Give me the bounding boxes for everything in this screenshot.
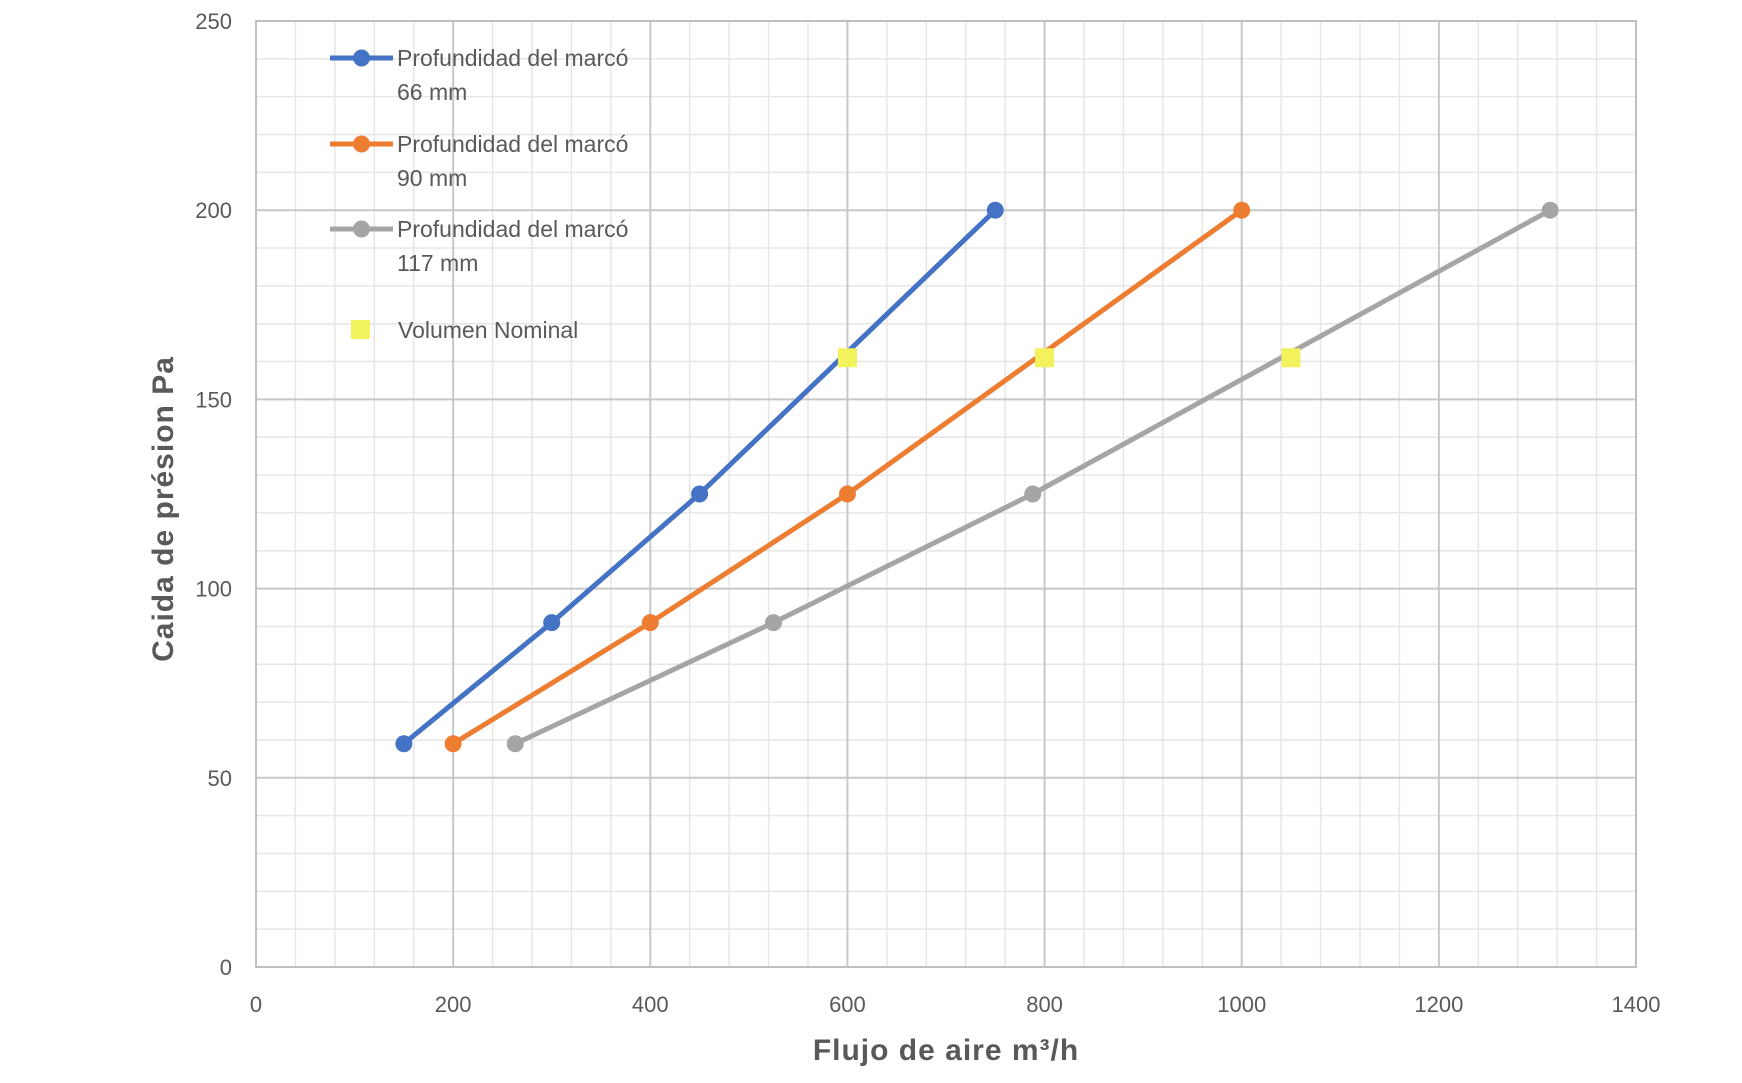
legend-label-2-line1: Profundidad del marcó [397,131,628,157]
series-1-point [395,735,413,753]
series-3-point [506,735,524,753]
legend-marker-2 [353,135,370,153]
legend-marker-1 [353,49,370,67]
x-tick-label: 1000 [1217,992,1266,1017]
y-tick-label: 150 [195,387,232,412]
series-2-point [641,614,659,632]
x-tick-label: 200 [435,992,472,1017]
legend: Profundidad del marcó 66 mm Profundidad de… [330,45,628,343]
nominal-volume-point [837,348,857,368]
y-tick-label: 250 [195,9,232,34]
legend-label-3-line2: 117 mm [397,250,478,276]
series-2-point [1233,201,1251,219]
y-axis-title: Caida de présion Pa [147,356,180,662]
x-axis-ticks: 0 200 400 600 800 1000 1200 1400 [250,992,1661,1017]
legend-marker-3 [353,220,370,238]
legend-label-nominal: Volumen Nominal [398,317,578,343]
legend-label-3-line1: Profundidad del marcó [397,216,628,242]
series-markers [395,201,1559,753]
series-1-point [986,201,1004,219]
y-tick-label: 0 [220,955,232,980]
x-tick-label: 800 [1026,992,1063,1017]
nominal-volume-markers [837,348,1301,368]
x-axis-title: Flujo de aire m³/h [813,1034,1079,1067]
nominal-volume-point [1035,348,1055,368]
series-1-point [691,485,709,503]
minor-gridlines [255,20,1637,968]
series-2-point [444,735,462,753]
series-2-point [838,485,856,503]
major-gridlines [255,20,1637,968]
series-1-point [543,614,561,632]
x-tick-label: 1400 [1612,992,1661,1017]
plot-area-frame [255,20,1637,968]
x-tick-label: 600 [829,992,866,1017]
legend-label-2-line2: 90 mm [397,165,467,191]
x-tick-label: 0 [250,992,262,1017]
series-3-point [1024,485,1042,503]
series-3-point [1541,201,1559,219]
y-tick-label: 50 [208,766,232,791]
legend-label-1-line1: Profundidad del marcó [397,45,628,71]
series-3-point [765,614,782,632]
y-tick-label: 100 [195,577,232,602]
nominal-volume-point [1281,348,1301,368]
x-tick-label: 400 [632,992,669,1017]
y-tick-label: 200 [195,198,232,223]
y-axis-ticks: 0 50 100 150 200 250 [195,9,232,980]
legend-marker-nominal [351,320,370,339]
x-tick-label: 1200 [1414,992,1463,1017]
legend-label-1-line2: 66 mm [397,79,467,105]
